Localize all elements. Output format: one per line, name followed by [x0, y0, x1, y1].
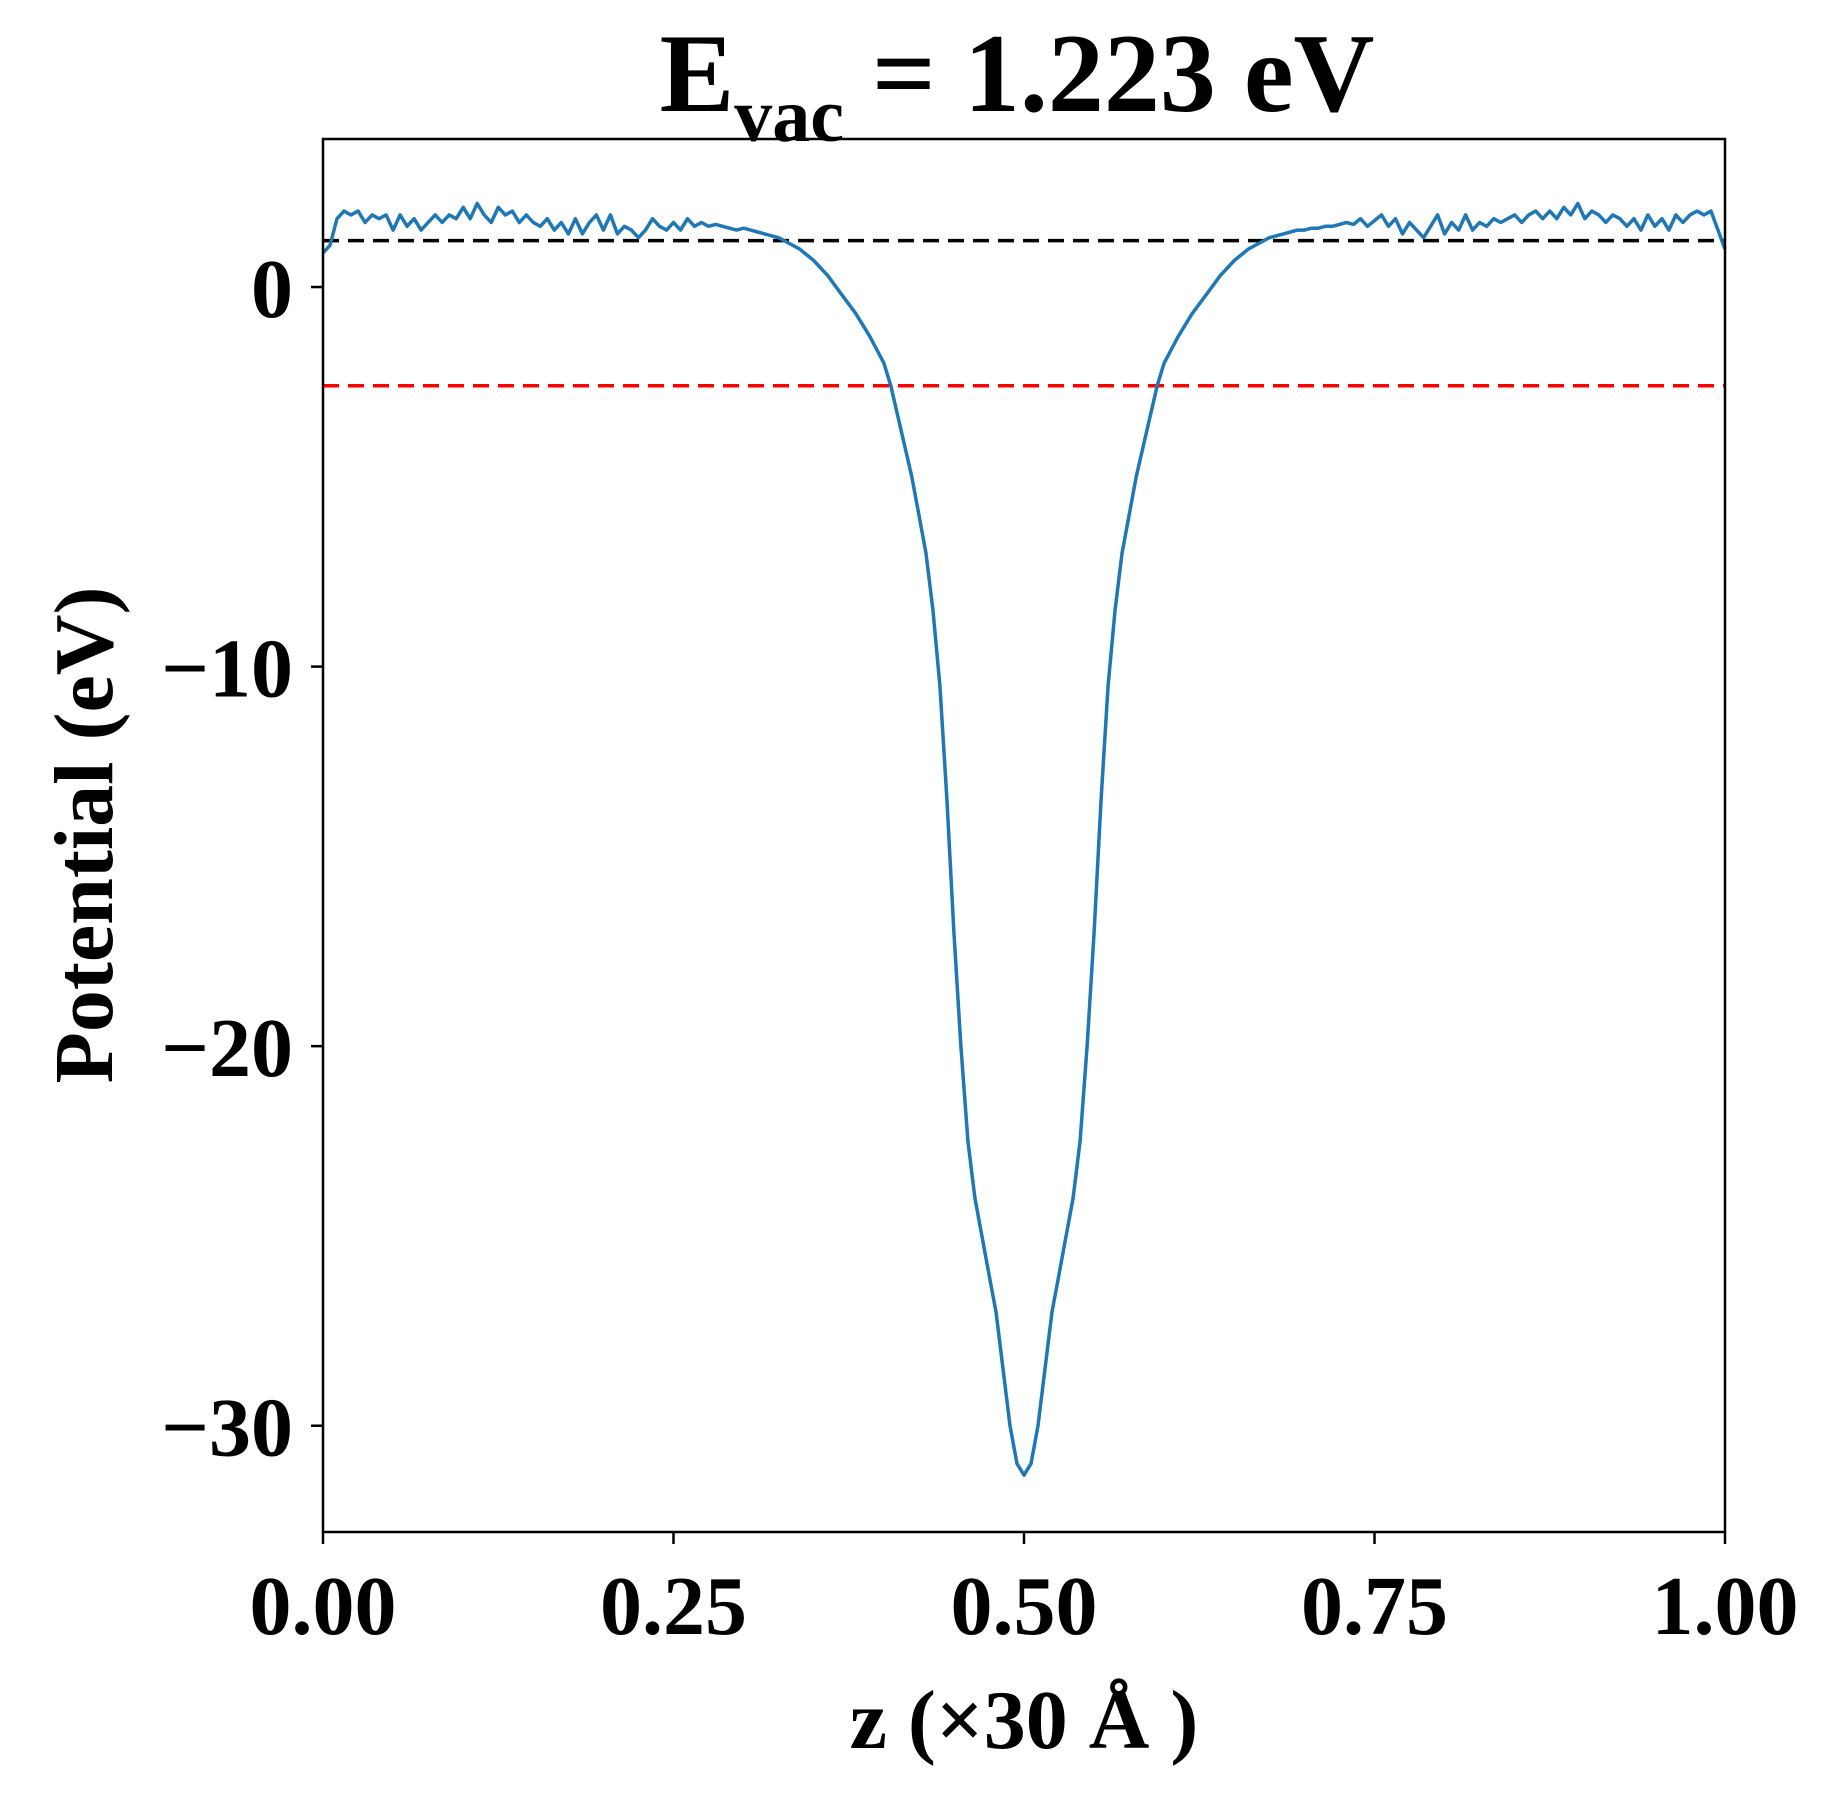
x-tick-label: 0.25 — [600, 1560, 747, 1653]
x-tick-label: 0.00 — [250, 1560, 397, 1653]
x-axis: 0.00 0.25 0.50 0.75 1.00 — [250, 1532, 1799, 1653]
y-tick-label: 0 — [251, 243, 293, 336]
plot-area — [321, 201, 1727, 1477]
x-tick-label: 1.00 — [1652, 1560, 1799, 1653]
y-tick-label: −10 — [161, 623, 293, 716]
y-tick-label: −20 — [161, 1002, 293, 1095]
x-tick-label: 0.75 — [1301, 1560, 1448, 1653]
y-tick-label: −30 — [161, 1382, 293, 1475]
title-rest: = 1.223 eV — [844, 12, 1374, 136]
title-subscript: vac — [734, 74, 844, 158]
x-tick-label: 0.50 — [951, 1560, 1098, 1653]
y-axis: 0 −10 −20 −30 — [161, 243, 323, 1475]
x-axis-label: z (×30 Å ) — [850, 1674, 1199, 1767]
title-main: E — [660, 12, 735, 136]
plot-frame — [321, 137, 1727, 1534]
svg-text:Evac = 1.223 eV: Evac = 1.223 eV — [660, 12, 1375, 158]
chart-title: Evac = 1.223 eV — [660, 12, 1375, 158]
y-axis-label: Potential (eV) — [38, 587, 131, 1084]
series-line-1 — [321, 201, 1727, 1477]
